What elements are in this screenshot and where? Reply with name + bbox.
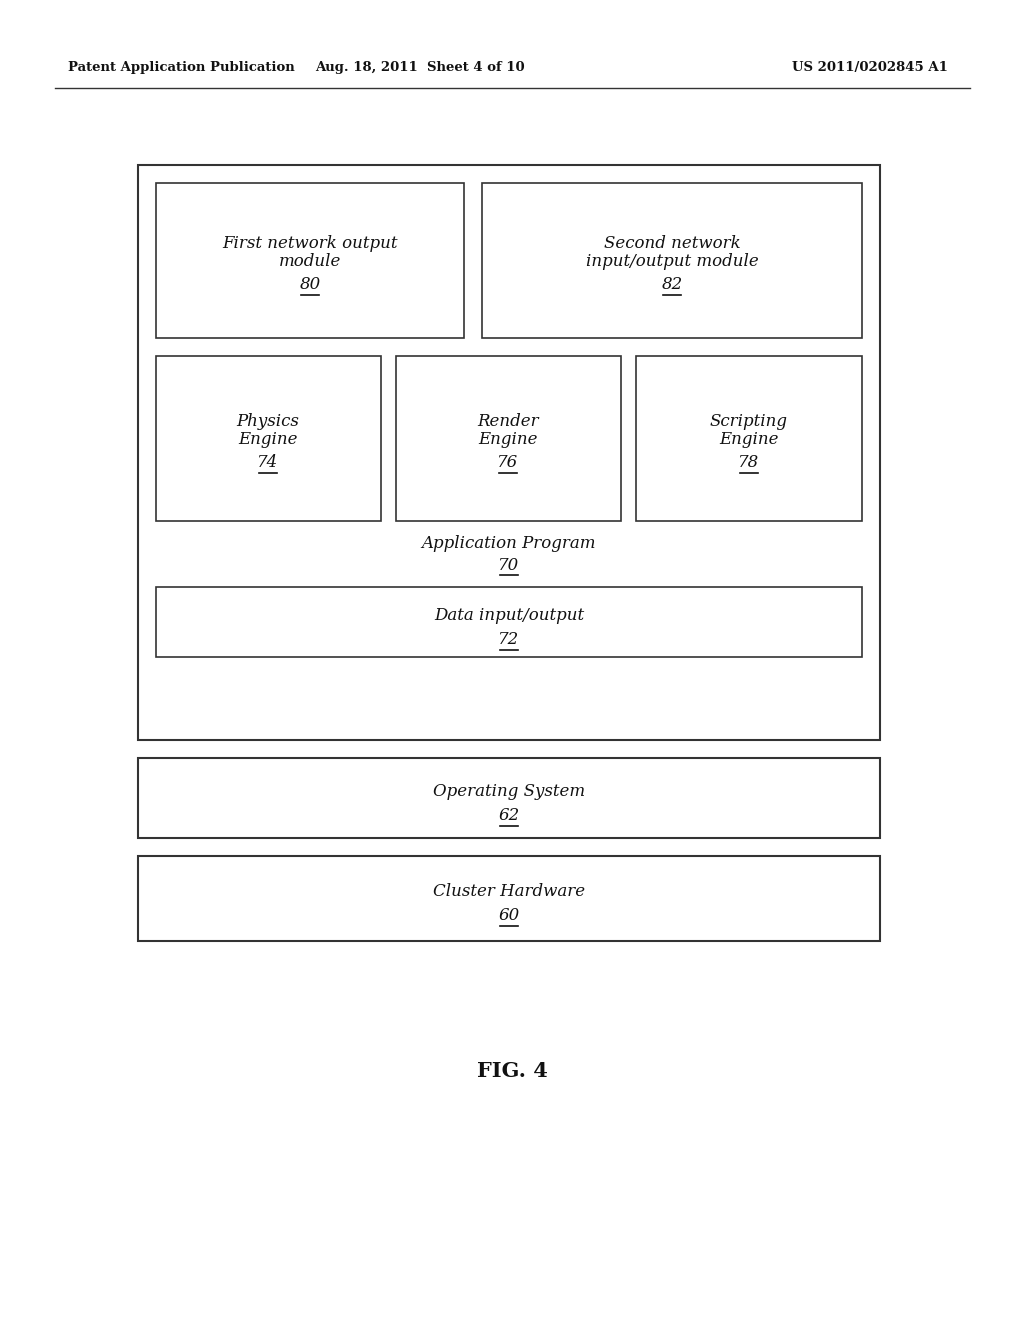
Text: Data input/output: Data input/output [434,607,584,624]
Text: US 2011/0202845 A1: US 2011/0202845 A1 [792,62,948,74]
Bar [636,356,862,521]
Bar [156,587,862,657]
Text: 74: 74 [257,454,279,471]
Text: Cluster Hardware: Cluster Hardware [433,883,585,900]
Bar [156,183,464,338]
Text: Aug. 18, 2011  Sheet 4 of 10: Aug. 18, 2011 Sheet 4 of 10 [315,62,525,74]
Text: Render: Render [477,412,539,429]
Bar [138,165,880,741]
Text: 80: 80 [299,276,321,293]
Text: 70: 70 [499,557,519,573]
Bar [482,183,862,338]
Text: Second network: Second network [603,235,740,252]
Text: First network output: First network output [222,235,397,252]
Bar [138,855,880,941]
Text: Patent Application Publication: Patent Application Publication [68,62,295,74]
Text: 78: 78 [738,454,760,471]
Text: 62: 62 [499,807,519,824]
Bar [396,356,621,521]
Text: module: module [279,252,341,269]
Bar [156,356,381,521]
Text: input/output module: input/output module [586,252,759,269]
Text: Application Program: Application Program [422,535,596,552]
Bar [138,758,880,838]
Text: Engine: Engine [719,430,778,447]
Text: 76: 76 [498,454,518,471]
Text: Operating System: Operating System [433,784,585,800]
Text: 72: 72 [499,631,519,648]
Text: 82: 82 [662,276,683,293]
Text: FIG. 4: FIG. 4 [476,1061,548,1081]
Text: 60: 60 [499,907,519,924]
Text: Scripting: Scripting [710,412,788,429]
Text: Engine: Engine [239,430,298,447]
Text: Engine: Engine [478,430,538,447]
Text: Physics: Physics [237,412,299,429]
